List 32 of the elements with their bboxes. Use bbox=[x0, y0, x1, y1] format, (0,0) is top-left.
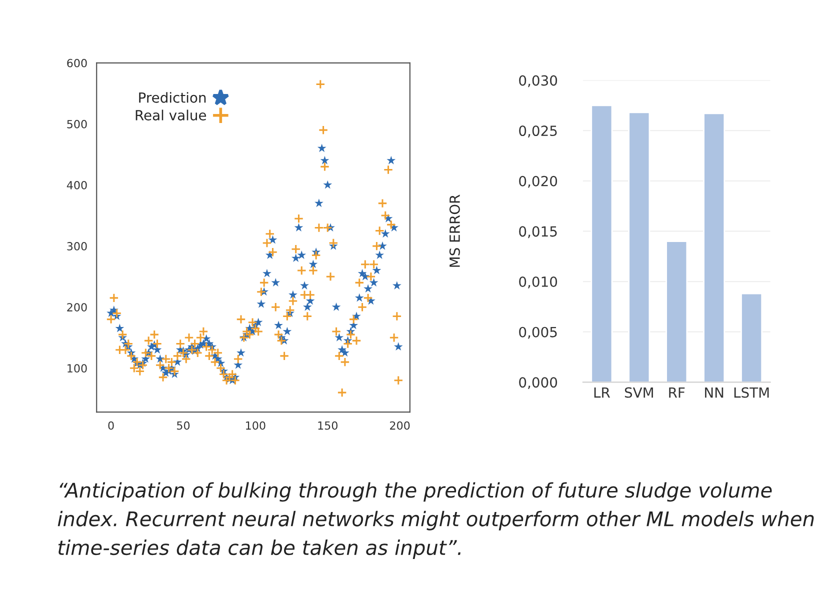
y-tick-label: 0,015 bbox=[519, 226, 557, 238]
bar bbox=[590, 104, 613, 382]
x-tick-label: 100 bbox=[246, 421, 266, 430]
x-tick-label: RF bbox=[669, 387, 685, 398]
y-tick-label: 300 bbox=[67, 242, 87, 250]
y-tick-label: 0,025 bbox=[519, 126, 557, 138]
x-tick-label: LR bbox=[594, 387, 610, 398]
y-tick-label: 100 bbox=[68, 364, 87, 373]
x-tick-label: 0 bbox=[108, 421, 114, 430]
y-tick-label: 0,020 bbox=[519, 176, 558, 188]
y-tick-label: 200 bbox=[67, 303, 87, 312]
y-tick-label: 0,005 bbox=[519, 326, 557, 339]
bar bbox=[666, 240, 688, 382]
y-tick-label: 400 bbox=[66, 180, 87, 190]
text: “Anticipation of bulking through the prediction of future sludge volume index. Recurrent neural networks might outperform other ML models when time-series data can be taken as input”. bbox=[58, 482, 814, 560]
x-tick-label: SVM bbox=[624, 387, 653, 398]
y-axis-title: MS ERROR bbox=[449, 194, 460, 267]
bar bbox=[740, 292, 763, 382]
y-tick-label: 600 bbox=[67, 58, 87, 68]
bar bbox=[703, 112, 726, 382]
y-tick-label: 0,000 bbox=[519, 377, 558, 390]
y-tick-label: 0,030 bbox=[519, 75, 558, 88]
x-tick-label: 150 bbox=[318, 421, 338, 430]
y-tick-label: 500 bbox=[67, 120, 87, 128]
legend-label: Prediction bbox=[139, 92, 206, 103]
x-tick-label: NN bbox=[705, 387, 724, 398]
x-tick-label: 200 bbox=[390, 421, 410, 430]
bar bbox=[628, 112, 650, 382]
x-tick-label: 50 bbox=[177, 421, 190, 430]
x-tick-label: LSTM bbox=[734, 387, 769, 398]
legend-label: Real value bbox=[136, 110, 206, 120]
y-tick-label: 0,010 bbox=[519, 276, 558, 288]
